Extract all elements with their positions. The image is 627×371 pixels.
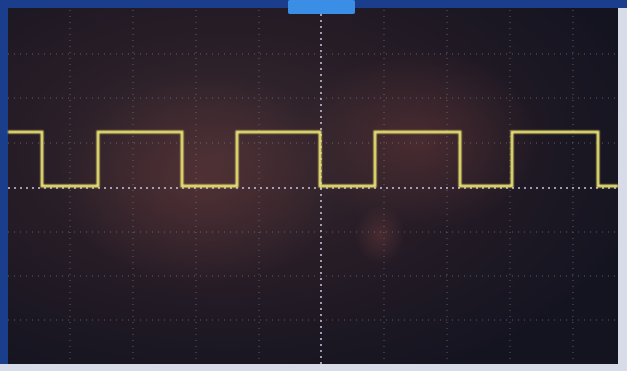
trigger-marker [288, 0, 355, 14]
oscilloscope-screen [0, 0, 627, 371]
reflection [60, 70, 340, 290]
screen-edge [0, 364, 627, 371]
reflection [355, 205, 405, 265]
screen-edge [618, 8, 627, 366]
reflection [300, 50, 540, 230]
